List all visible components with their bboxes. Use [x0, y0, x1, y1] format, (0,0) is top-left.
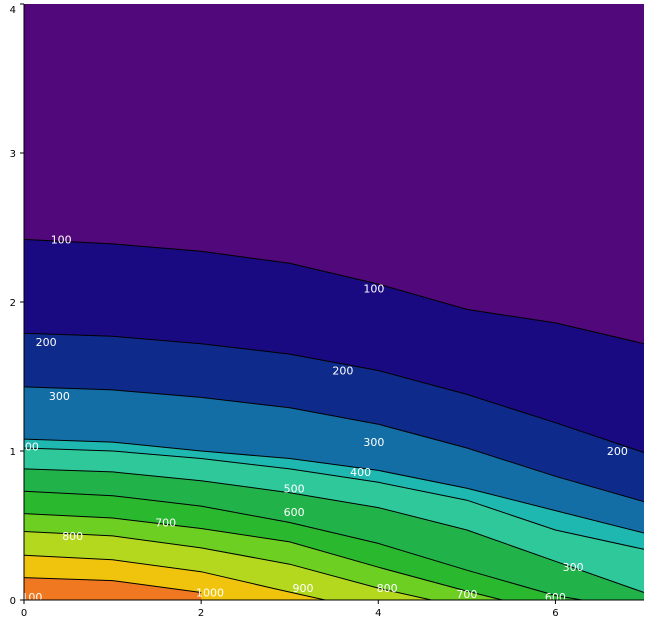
- contour-label-200: 200: [36, 336, 57, 349]
- contour-label-700: 700: [456, 588, 477, 601]
- contour-band-1100: [24, 577, 202, 600]
- x-tick-label: 6: [552, 608, 558, 619]
- contour-label-200: 200: [607, 445, 628, 458]
- contour-label-400: 400: [350, 466, 371, 479]
- contour-line-1100: [23, 577, 202, 593]
- contour-line-600: [23, 468, 645, 593]
- contour-line-1000: [23, 554, 326, 601]
- contour-lines: [23, 238, 645, 601]
- contour-line-400: [23, 438, 645, 534]
- contour-label-100: 100: [51, 233, 72, 246]
- contour-line-700: [23, 490, 583, 601]
- contour-label-800: 800: [377, 582, 398, 595]
- contour-label-700: 700: [155, 517, 176, 530]
- y-tick-label: 2: [10, 298, 16, 309]
- y-tick-label: 1: [10, 447, 16, 458]
- contour-label-600: 600: [284, 506, 305, 519]
- contour-line-200: [23, 332, 645, 453]
- contour-label-300: 300: [49, 390, 70, 403]
- contour-bands: [24, 4, 644, 600]
- contour-line-500: [23, 447, 645, 550]
- x-tick-label: 0: [21, 608, 27, 619]
- contour-label-500: 500: [284, 482, 305, 495]
- x-tick-label: 4: [375, 608, 381, 619]
- contour-label-900: 900: [293, 582, 314, 595]
- axes: 0 2 4 6 0 1 2 3 4: [10, 3, 644, 619]
- contour-label-1100: 1100: [14, 591, 42, 604]
- contour-label-300: 300: [563, 561, 584, 574]
- contour-line-300: [23, 386, 645, 503]
- contour-label-800: 800: [62, 530, 83, 543]
- y-tick-label: 3: [10, 149, 16, 160]
- contour-labels: 100 100 200 200 200 300 300 300 400 400 500 600 600 7…: [14, 233, 628, 604]
- y-tick-label: 4: [10, 5, 16, 16]
- contour-label-400: 400: [18, 441, 39, 454]
- contour-line-900: [23, 531, 432, 601]
- contour-line-100: [23, 238, 645, 345]
- contour-label-300: 300: [363, 436, 384, 449]
- x-tick-label: 2: [198, 608, 204, 619]
- contour-line-800: [23, 513, 503, 601]
- contour-label-200: 200: [332, 365, 353, 378]
- contour-label-100: 100: [363, 283, 384, 296]
- y-tick-label: 0: [10, 596, 16, 607]
- contour-label-1000: 1000: [196, 587, 224, 600]
- contour-label-600: 600: [545, 591, 566, 604]
